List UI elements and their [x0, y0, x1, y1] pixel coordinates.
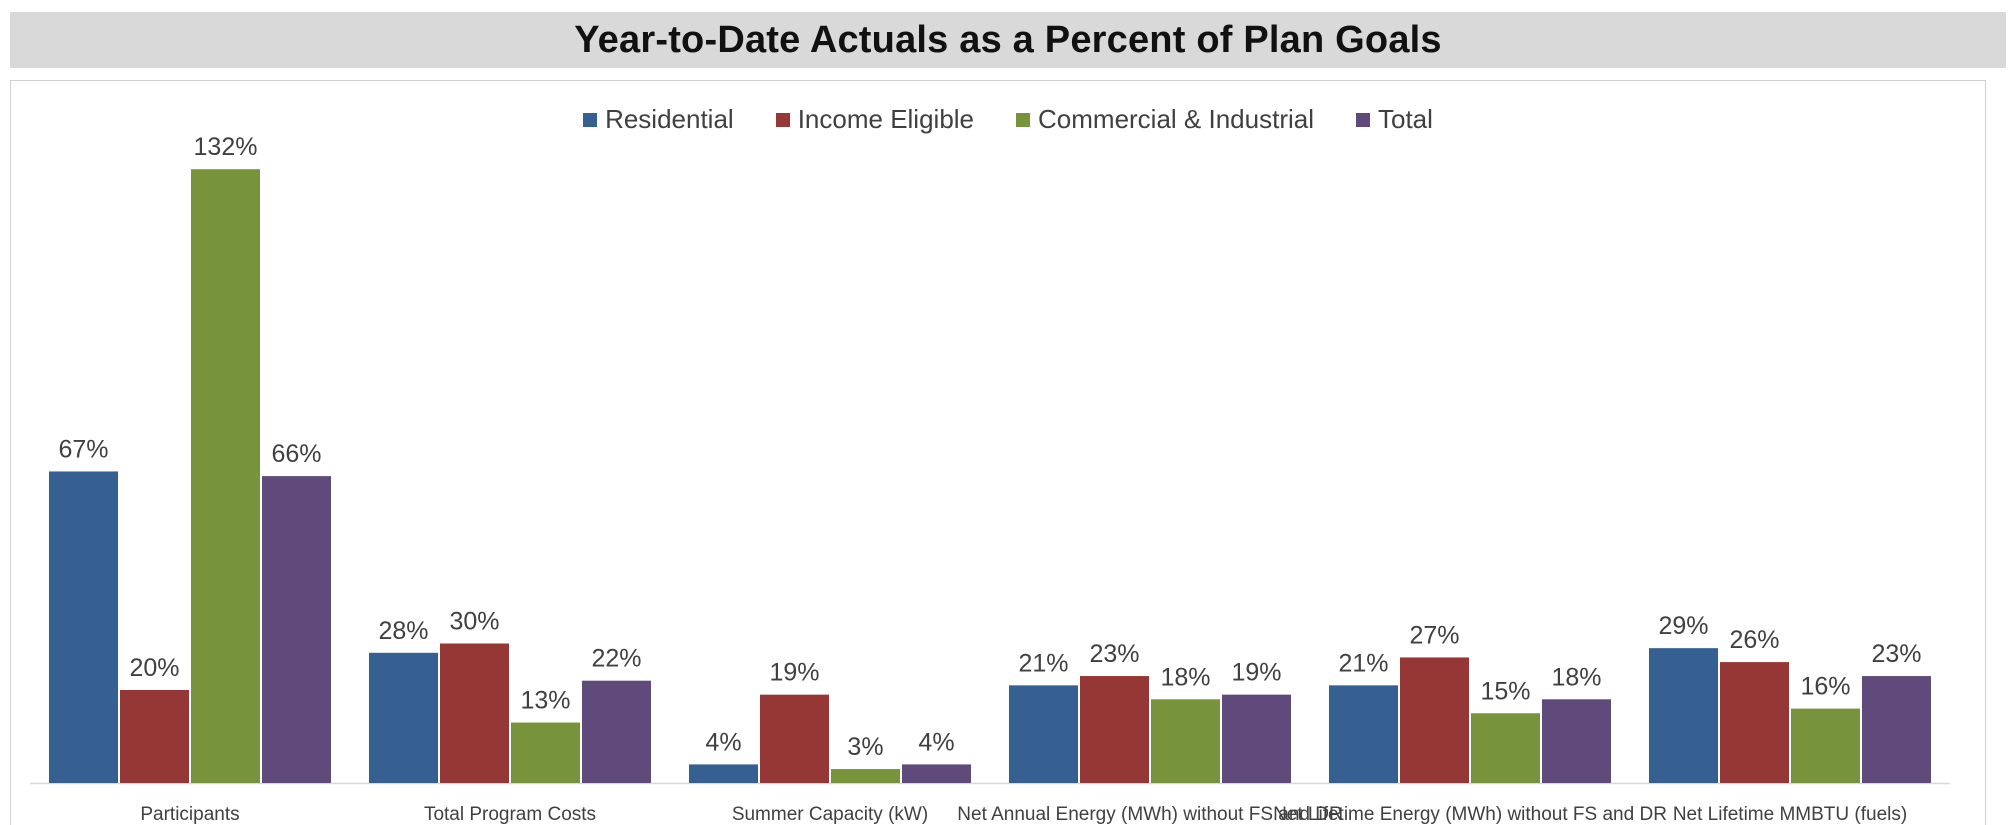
- bar: [1471, 713, 1540, 783]
- data-label: 4%: [918, 728, 954, 756]
- category-tick-label: Summer Capacity (kW): [732, 804, 928, 825]
- bar: [262, 476, 331, 783]
- legend-swatch: [1016, 112, 1031, 127]
- bar: [902, 764, 971, 783]
- legend-label: Residential: [605, 104, 734, 134]
- bar: [1862, 676, 1931, 783]
- data-label: 30%: [449, 608, 499, 636]
- category-tick-label: Participants: [140, 804, 239, 825]
- legend-swatch: [775, 112, 790, 127]
- data-label: 23%: [1871, 640, 1921, 668]
- data-label: 20%: [129, 654, 179, 682]
- bar: [1080, 676, 1149, 783]
- data-label: 29%: [1658, 612, 1708, 640]
- bar: [1649, 648, 1718, 783]
- category-tick-label: Net Lifetime Energy (MWh) without FS and…: [1273, 804, 1667, 825]
- data-label: 13%: [520, 687, 570, 715]
- bar: [689, 764, 758, 783]
- data-label: 23%: [1089, 640, 1139, 668]
- data-label: 18%: [1160, 663, 1210, 691]
- data-label: 26%: [1729, 626, 1779, 654]
- bar: [120, 690, 189, 783]
- chart-title: Year-to-Date Actuals as a Percent of Pla…: [574, 18, 1442, 61]
- data-label: 4%: [705, 728, 741, 756]
- category-tick-label: Net Annual Energy (MWh) without FS and D…: [957, 804, 1342, 825]
- bar: [1329, 685, 1398, 783]
- legend-label: Total: [1378, 104, 1433, 134]
- category-tick-label: Total Program Costs: [424, 804, 596, 825]
- legend-item: Commercial & Industrial: [1016, 104, 1314, 135]
- legend-label: Commercial & Industrial: [1038, 104, 1314, 134]
- legend-swatch: [583, 112, 598, 127]
- data-label: 67%: [58, 435, 108, 463]
- chart-legend: Residential Income Eligible Commercial & I…: [0, 104, 2016, 135]
- legend-item: Income Eligible: [775, 104, 975, 135]
- bar: [440, 643, 509, 783]
- data-label: 27%: [1409, 621, 1459, 649]
- bar: [1222, 694, 1291, 783]
- chart-title-bar: Year-to-Date Actuals as a Percent of Pla…: [10, 12, 2006, 68]
- bar: [49, 471, 118, 783]
- bar: [1791, 708, 1860, 783]
- bar: [1720, 662, 1789, 783]
- bar: [1009, 685, 1078, 783]
- data-label: 132%: [194, 133, 258, 161]
- chart-area-frame: [10, 80, 1986, 825]
- bar: [831, 769, 900, 783]
- bar: [191, 169, 260, 783]
- legend-item: Total: [1356, 104, 1433, 135]
- data-label: 19%: [769, 659, 819, 687]
- data-label: 16%: [1800, 673, 1850, 701]
- data-label: 15%: [1480, 677, 1530, 705]
- bar: [1542, 699, 1611, 783]
- bar: [511, 722, 580, 783]
- bar: [1151, 699, 1220, 783]
- bar: [1400, 657, 1469, 783]
- data-label: 28%: [378, 617, 428, 645]
- legend-item: Residential: [583, 104, 734, 135]
- data-label: 22%: [591, 645, 641, 673]
- data-label: 3%: [847, 733, 883, 761]
- data-label: 66%: [271, 440, 321, 468]
- category-tick-label: Net Lifetime MMBTU (fuels): [1673, 804, 1907, 825]
- legend-label: Income Eligible: [797, 104, 975, 134]
- bar: [760, 694, 829, 783]
- data-label: 21%: [1338, 649, 1388, 677]
- data-label: 21%: [1018, 649, 1068, 677]
- data-label: 19%: [1231, 659, 1281, 687]
- bar: [369, 652, 438, 783]
- legend-swatch: [1356, 112, 1370, 127]
- bar: [582, 680, 651, 783]
- data-label: 18%: [1551, 663, 1601, 691]
